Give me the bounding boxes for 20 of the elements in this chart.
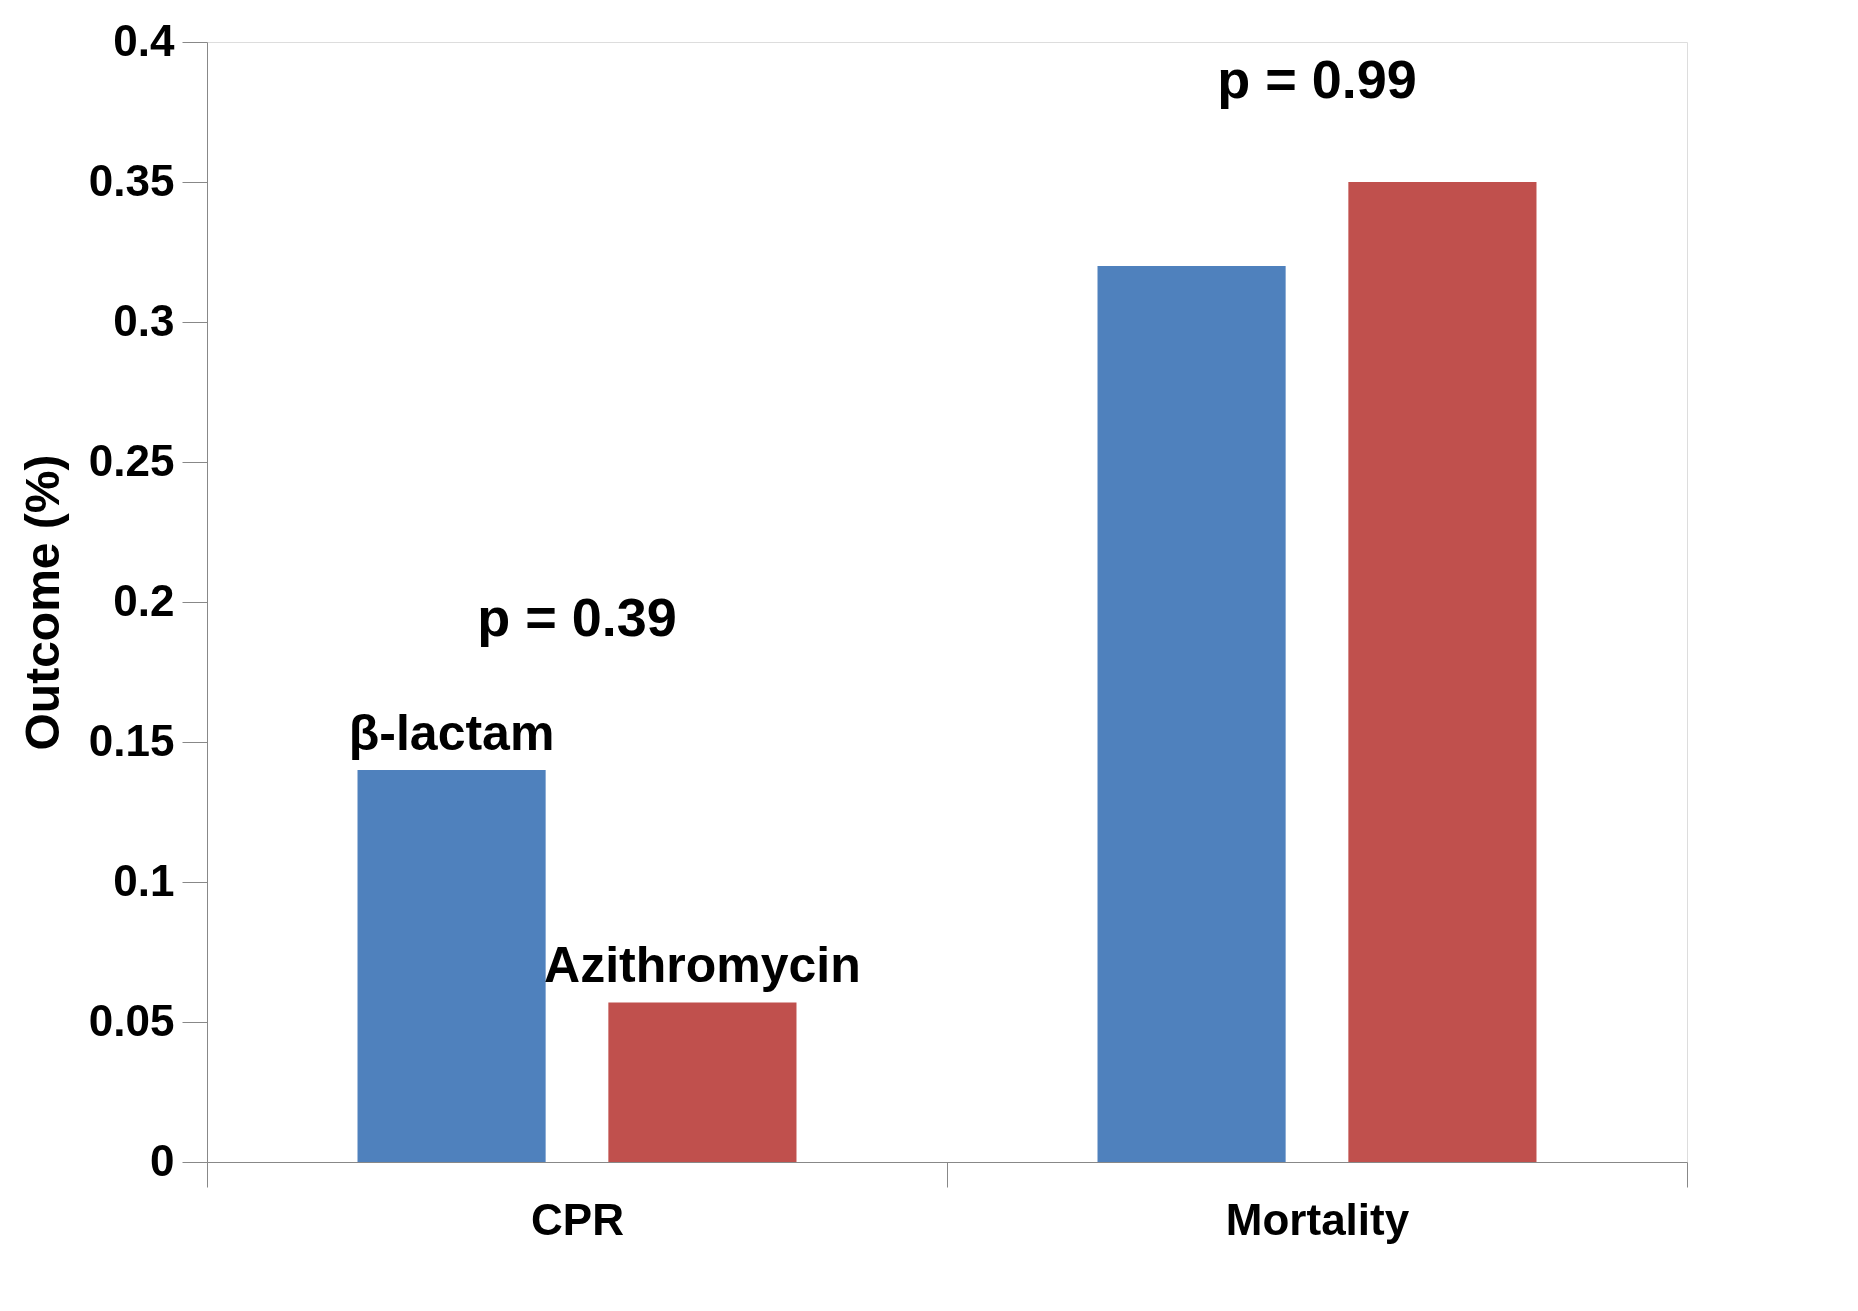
bar bbox=[1097, 266, 1286, 1162]
y-tick-label: 0.3 bbox=[113, 295, 175, 345]
y-tick-label: 0.1 bbox=[113, 855, 175, 905]
series-label: β-lactam bbox=[348, 705, 555, 761]
y-tick-label: 0.25 bbox=[88, 435, 175, 485]
bar bbox=[1348, 182, 1537, 1162]
annotation: p = 0.39 bbox=[477, 587, 677, 647]
y-tick-label: 0.05 bbox=[88, 995, 175, 1045]
bar bbox=[608, 1002, 797, 1162]
y-tick-label: 0 bbox=[150, 1135, 175, 1185]
y-axis-title: Outcome (%) bbox=[15, 454, 69, 751]
bar bbox=[357, 770, 546, 1162]
annotation: p = 0.99 bbox=[1217, 49, 1417, 109]
y-tick-label: 0.4 bbox=[113, 15, 176, 65]
y-tick-label: 0.35 bbox=[88, 155, 175, 205]
y-tick-label: 0.2 bbox=[113, 575, 175, 625]
x-tick-label: CPR bbox=[531, 1194, 624, 1244]
x-tick-label: Mortality bbox=[1225, 1194, 1410, 1244]
series-label: Azithromycin bbox=[544, 937, 861, 994]
y-tick-label: 0.15 bbox=[88, 715, 175, 765]
